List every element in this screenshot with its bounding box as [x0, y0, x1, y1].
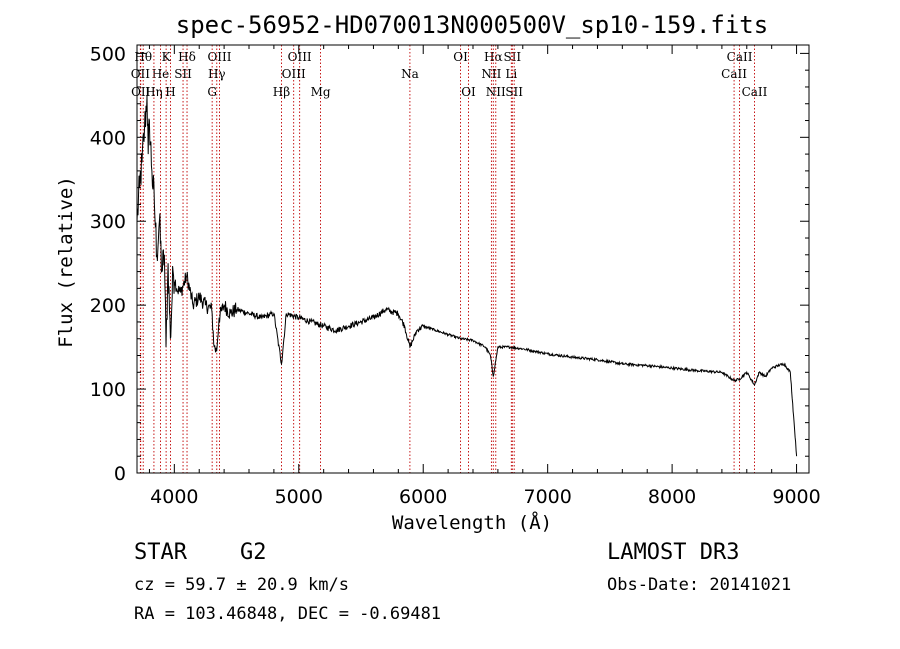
- plot-frame: [136, 44, 810, 474]
- y-tick-label: 200: [90, 295, 126, 317]
- line-marker-label: Mg: [311, 85, 331, 99]
- line-marker-label: NII: [486, 85, 506, 99]
- obs-date: Obs-Date: 20141021: [607, 575, 792, 595]
- line-marker-label: G: [207, 85, 217, 99]
- axis-ticks: 4000 5000 6000 7000 8000 9000 0 100 200 300 400 500: [90, 43, 821, 508]
- line-marker-label: Hγ: [208, 67, 226, 81]
- y-tick-label: 500: [90, 43, 126, 65]
- chart-title: spec-56952-HD070013N000500V_sp10-159.fit…: [176, 11, 768, 39]
- line-marker-label: OIII: [207, 50, 231, 64]
- line-marker-label: H: [165, 85, 175, 99]
- line-marker-label: OII: [131, 85, 151, 99]
- x-axis-label: Wavelength (Å): [392, 511, 552, 534]
- line-marker-label: CaII: [742, 85, 768, 99]
- line-marker-label: He: [152, 67, 170, 81]
- y-tick-label: 0: [114, 463, 126, 485]
- line-marker-label: Hη: [145, 85, 163, 99]
- line-marker-label: SII: [174, 67, 192, 81]
- line-marker-label: OI: [461, 85, 476, 99]
- line-marker-label: OI: [453, 50, 468, 64]
- line-marker-label: Hδ: [178, 50, 196, 64]
- y-tick-label: 300: [90, 211, 126, 233]
- line-marker-label: NII: [481, 67, 501, 81]
- object-class: STAR: [134, 540, 187, 565]
- line-marker-label: Li: [505, 67, 517, 81]
- survey-name: LAMOST DR3: [607, 540, 740, 565]
- line-marker-label: Hα: [484, 50, 503, 64]
- line-marker-label: SII: [503, 50, 521, 64]
- line-marker-label: K: [162, 50, 172, 64]
- redshift-readout: cz = 59.7 ± 20.9 km/s: [134, 575, 349, 595]
- y-tick-label: 100: [90, 379, 126, 401]
- coordinates: RA = 103.46848, DEC = -0.69481: [134, 604, 442, 624]
- line-marker-label: SII: [505, 85, 523, 99]
- flux-line: [136, 95, 798, 457]
- line-marker-label: OIII: [288, 50, 312, 64]
- x-tick-label: 9000: [772, 486, 820, 508]
- line-marker-label: CaII: [721, 67, 747, 81]
- line-marker-label: Hβ: [273, 85, 290, 99]
- x-tick-label: 6000: [399, 486, 447, 508]
- y-tick-label: 400: [90, 127, 126, 149]
- line-marker-label: Na: [401, 67, 419, 81]
- line-marker-label: OIII: [282, 67, 306, 81]
- y-axis-label: Flux (relative): [55, 176, 77, 348]
- line-marker-label: CaII: [727, 50, 753, 64]
- x-tick-label: 8000: [648, 486, 696, 508]
- x-tick-label: 5000: [275, 486, 323, 508]
- flux-series: [136, 95, 798, 457]
- object-subclass: G2: [240, 540, 267, 565]
- x-tick-label: 4000: [150, 486, 198, 508]
- x-tick-label: 7000: [523, 486, 571, 508]
